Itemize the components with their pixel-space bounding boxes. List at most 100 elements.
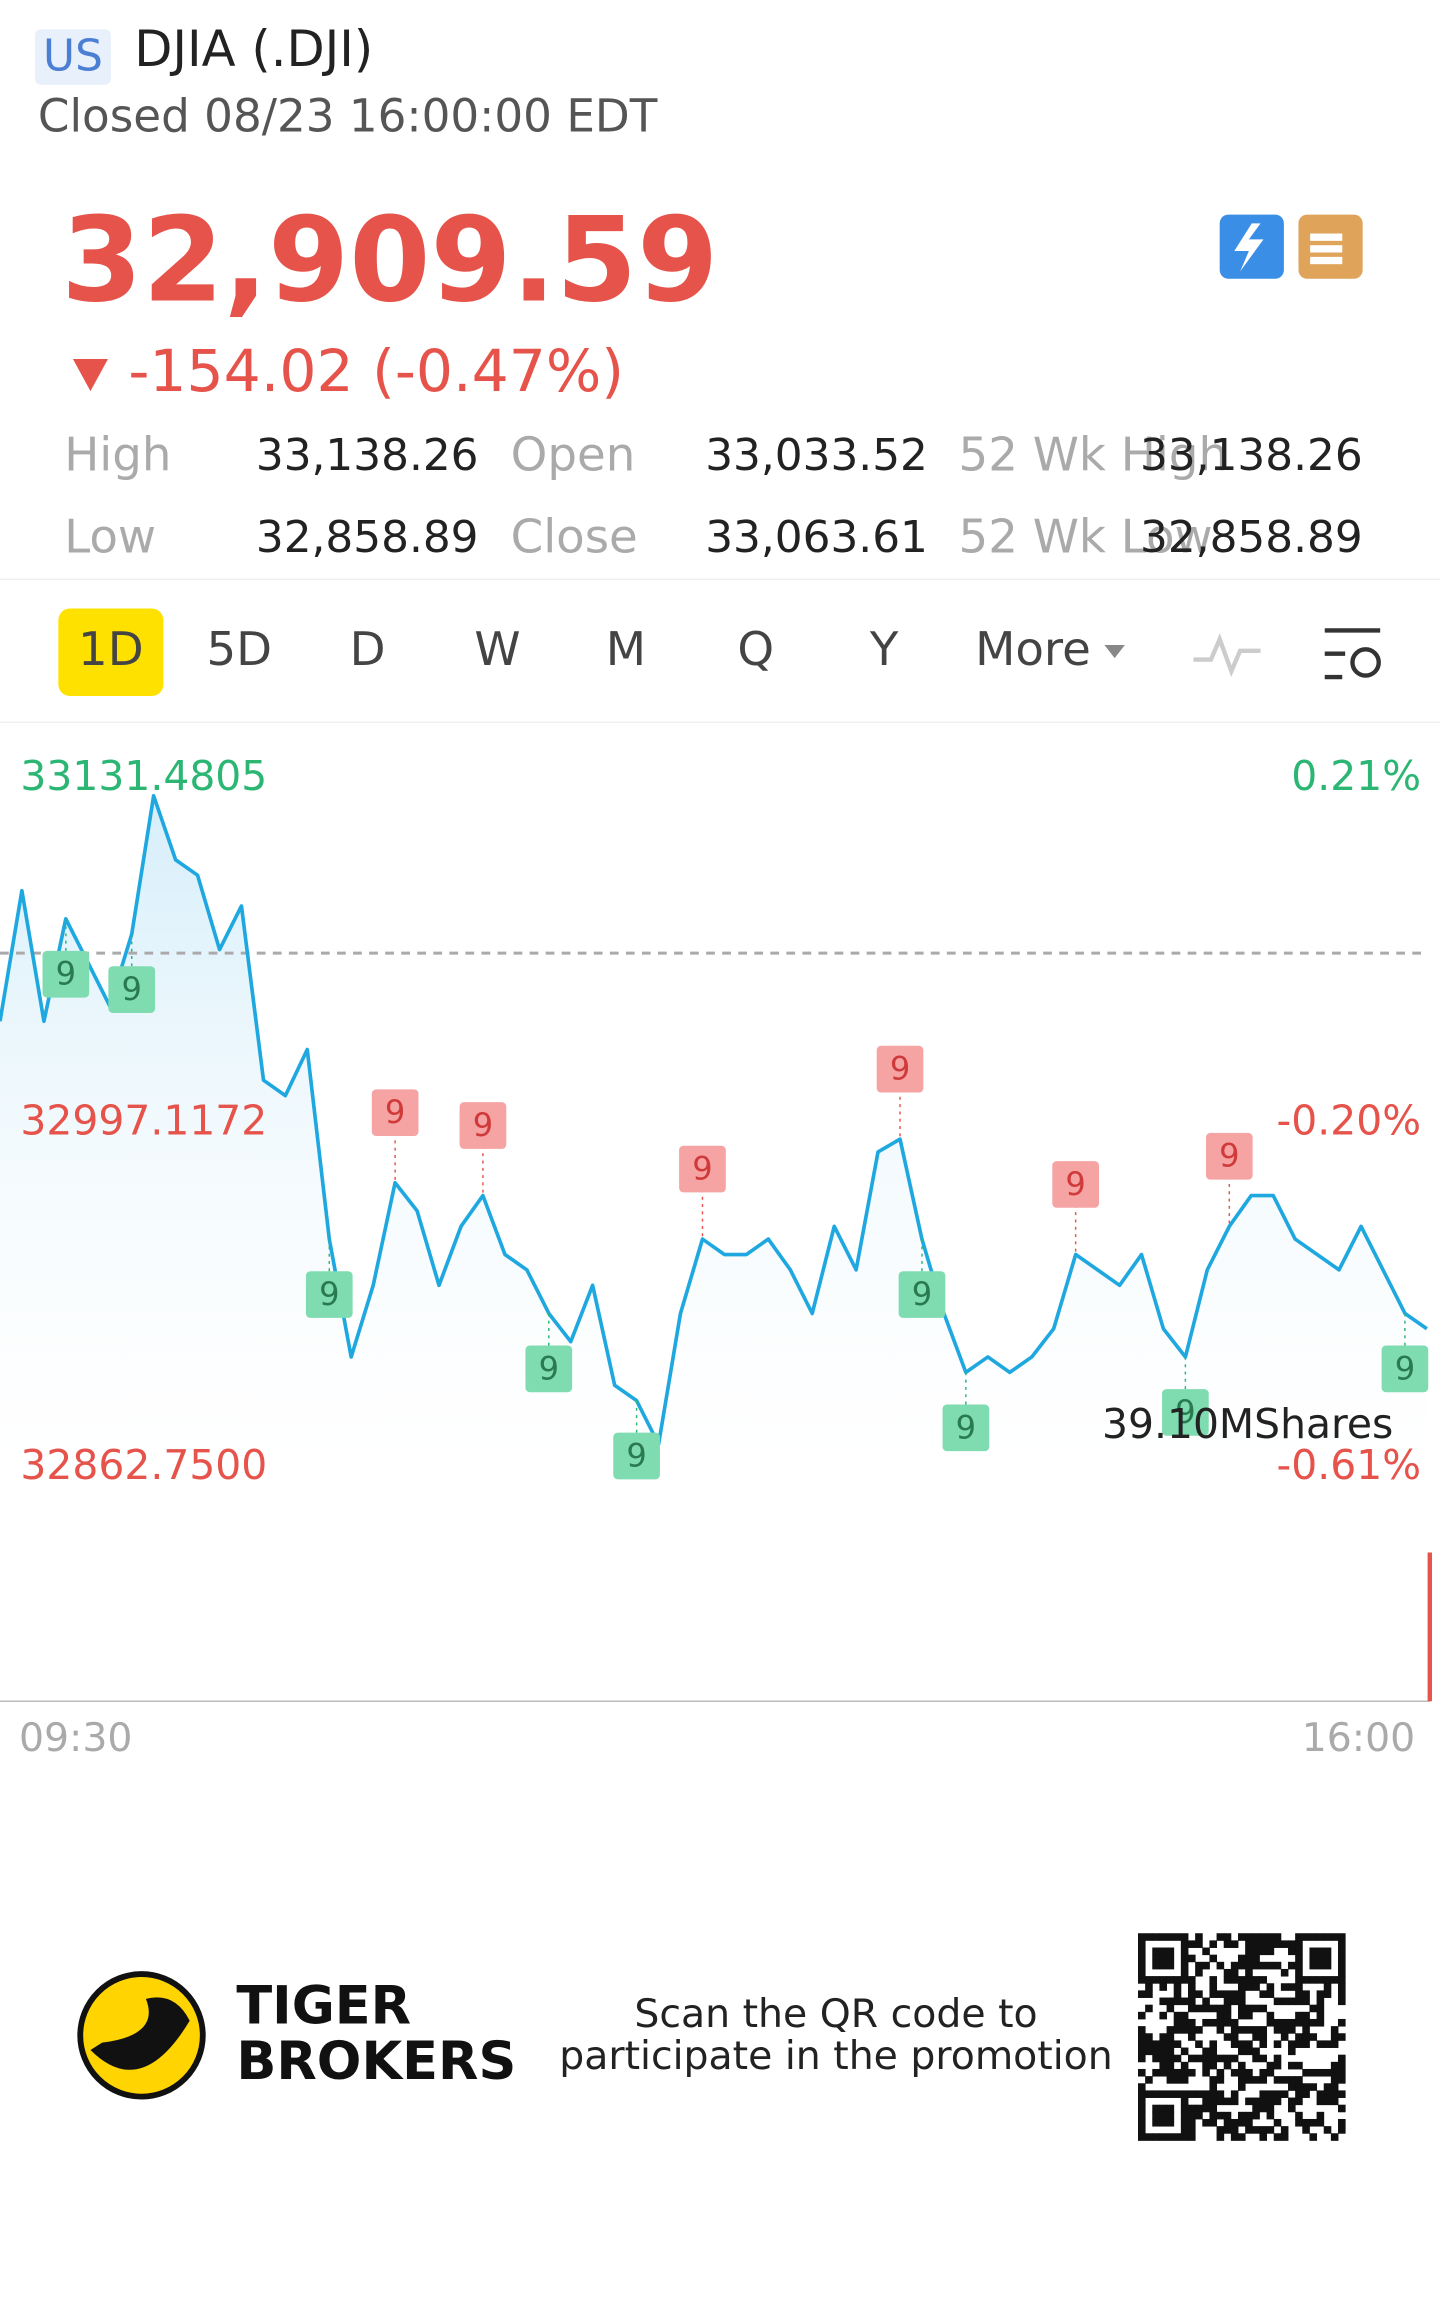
qr-module bbox=[1266, 1983, 1275, 1991]
qr-module bbox=[1173, 1976, 1182, 1984]
indicator-icon[interactable] bbox=[1193, 633, 1261, 678]
tab[interactable]: Q bbox=[737, 623, 774, 677]
qr-module bbox=[1230, 2126, 1239, 2134]
qr-module bbox=[1238, 2111, 1246, 2120]
qr-module bbox=[1159, 1961, 1168, 1970]
stat-label: 52 Wk Low bbox=[959, 510, 1213, 564]
qr-module bbox=[1166, 1976, 1175, 1984]
qr-module bbox=[1188, 1940, 1196, 1948]
qr-module bbox=[1302, 2126, 1310, 2134]
qr-module bbox=[1238, 1983, 1246, 1991]
qr-module bbox=[1245, 1947, 1253, 1956]
price-line bbox=[0, 794, 1428, 1447]
qr-module bbox=[1145, 2004, 1153, 2013]
qr-module bbox=[1230, 1976, 1239, 1984]
qr-module bbox=[1252, 2104, 1260, 2113]
y-tick-label: 32997.1172 bbox=[20, 1097, 267, 1145]
tab[interactable]: 5D bbox=[206, 623, 272, 677]
qr-module bbox=[1252, 2054, 1260, 2063]
qr-module bbox=[1195, 1990, 1203, 1998]
qr-module bbox=[1280, 2090, 1289, 2098]
qr-module bbox=[1330, 2033, 1339, 2041]
qr-module bbox=[1209, 1940, 1218, 1948]
qr-module bbox=[1245, 2118, 1253, 2127]
qr-module bbox=[1309, 2083, 1318, 2091]
qr-module bbox=[1216, 1990, 1225, 1998]
qr-module bbox=[1188, 1997, 1196, 2006]
qr-module bbox=[1159, 2011, 1168, 2020]
qr-module bbox=[1173, 2040, 1182, 2048]
qr-module bbox=[1259, 2004, 1268, 2013]
signal-label: 9 bbox=[626, 1436, 646, 1474]
qr-module bbox=[1173, 1997, 1182, 2006]
qr-module bbox=[1166, 2040, 1175, 2048]
tab[interactable]: Y bbox=[869, 623, 899, 677]
qr-module bbox=[1252, 2004, 1260, 2013]
qr-module bbox=[1202, 2090, 1210, 2098]
qr-module bbox=[1152, 1954, 1160, 1963]
qr-module bbox=[1330, 1976, 1339, 1984]
qr-module bbox=[1280, 2026, 1289, 2034]
qr-module bbox=[1338, 1968, 1346, 1977]
qr-module bbox=[1316, 2068, 1325, 2077]
qr-module bbox=[1309, 1954, 1318, 1963]
qr-module bbox=[1252, 1940, 1260, 1948]
qr-module bbox=[1280, 2133, 1289, 2141]
qr-module bbox=[1273, 2018, 1282, 2027]
qr-module bbox=[1338, 2104, 1346, 2113]
qr-module bbox=[1238, 1990, 1246, 1998]
qr-module bbox=[1302, 2026, 1310, 2034]
qr-module bbox=[1309, 2018, 1318, 2027]
qr-module bbox=[1280, 2018, 1289, 2027]
promo-line: Scan the QR code to bbox=[634, 1991, 1037, 2037]
qr-module bbox=[1145, 1933, 1153, 1941]
qr-module bbox=[1209, 1983, 1218, 1991]
qr-module bbox=[1259, 2104, 1268, 2113]
qr-module bbox=[1309, 1947, 1318, 1956]
qr-module bbox=[1195, 2026, 1203, 2034]
qr-module bbox=[1288, 2026, 1296, 2034]
qr-module bbox=[1295, 1983, 1303, 1991]
qr-module bbox=[1309, 2118, 1318, 2127]
signal-marker bbox=[679, 1145, 726, 1193]
tab[interactable]: D bbox=[350, 623, 386, 677]
qr-module bbox=[1202, 1997, 1210, 2006]
qr-module bbox=[1202, 2004, 1210, 2013]
tab[interactable]: 1D bbox=[78, 623, 144, 677]
qr-module bbox=[1266, 2061, 1275, 2070]
qr-module bbox=[1223, 2097, 1232, 2106]
status: Closed 08/23 16:00:00 EDT bbox=[38, 90, 658, 143]
tab[interactable]: More bbox=[975, 623, 1091, 677]
qr-module bbox=[1152, 1947, 1160, 1956]
qr-module bbox=[1323, 2083, 1332, 2091]
qr-module bbox=[1245, 1933, 1253, 1941]
stat-value: 33,063.61 bbox=[705, 512, 928, 563]
qr-module bbox=[1180, 1976, 1189, 1984]
qr-module bbox=[1259, 2040, 1268, 2048]
level-icon[interactable] bbox=[1298, 214, 1363, 279]
tab[interactable]: W bbox=[474, 623, 520, 677]
qr-module bbox=[1137, 1968, 1146, 1977]
qr-module bbox=[1166, 2047, 1175, 2056]
qr-module bbox=[1188, 2104, 1196, 2113]
settings-icon[interactable] bbox=[1324, 628, 1381, 680]
qr-module bbox=[1216, 2090, 1225, 2098]
qr-module bbox=[1173, 2068, 1182, 2077]
qr-module bbox=[1238, 1933, 1246, 1941]
qr-module bbox=[1137, 2068, 1146, 2077]
qr-module bbox=[1195, 1968, 1203, 1977]
qr-module bbox=[1323, 2097, 1332, 2106]
qr-module bbox=[1338, 2090, 1346, 2098]
qr-module bbox=[1137, 1947, 1146, 1956]
qr-module bbox=[1230, 1940, 1239, 1948]
lightning-icon[interactable] bbox=[1219, 214, 1284, 279]
qr-module bbox=[1338, 1933, 1346, 1941]
tab[interactable]: M bbox=[606, 623, 646, 677]
qr-module bbox=[1288, 2104, 1296, 2113]
qr-module bbox=[1166, 1933, 1175, 1941]
qr-module bbox=[1180, 2068, 1189, 2077]
qr-module bbox=[1338, 1997, 1346, 2006]
qr-module bbox=[1216, 2004, 1225, 2013]
qr-module bbox=[1266, 1933, 1275, 1941]
